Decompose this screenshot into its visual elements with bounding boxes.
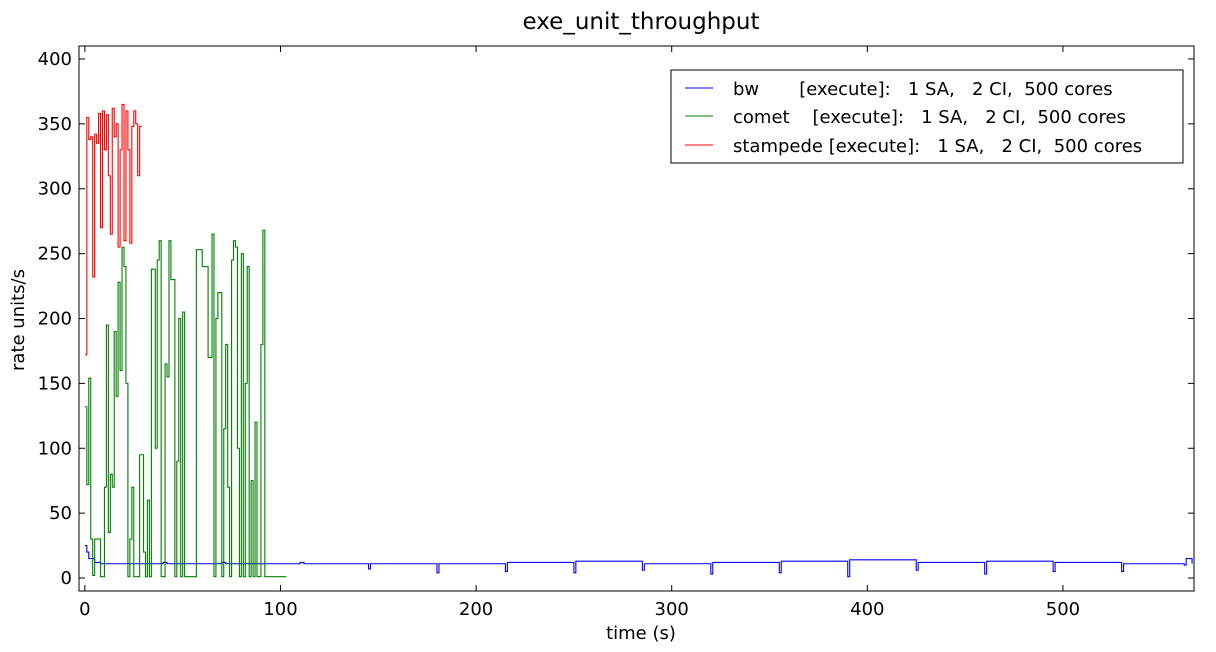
series-line-comet (84, 229, 287, 578)
legend-label-comet: comet [execute]: 1 SA, 2 CI, 500 cores (733, 107, 1126, 128)
x-tick-label: 200 (459, 599, 493, 620)
series-line-bw (84, 545, 1193, 578)
chart-title: exe_unit_throughput (523, 9, 760, 35)
y-tick-label: 250 (38, 244, 72, 265)
x-tick-label: 300 (655, 599, 689, 620)
y-tick-label: 400 (38, 49, 72, 70)
y-tick-label: 0 (61, 568, 72, 589)
y-tick-label: 300 (38, 179, 72, 200)
x-tick-label: 0 (79, 599, 90, 620)
x-tick-label: 100 (263, 599, 297, 620)
series-layer (84, 103, 1193, 578)
legend-label-bw: bw [execute]: 1 SA, 2 CI, 500 cores (733, 79, 1113, 100)
y-axis-label: rate units/s (8, 269, 29, 371)
x-tick-label: 500 (1046, 599, 1080, 620)
legend: bw [execute]: 1 SA, 2 CI, 500 cores come… (670, 69, 1184, 164)
x-tick-label: 400 (850, 599, 884, 620)
y-tick-label: 50 (49, 503, 72, 524)
y-tick-label: 350 (38, 114, 72, 135)
legend-label-stampede: stampede [execute]: 1 SA, 2 CI, 500 core… (733, 136, 1142, 157)
x-axis-label: time (s) (606, 623, 676, 644)
y-tick-label: 200 (38, 309, 72, 330)
y-tick-label: 150 (38, 373, 72, 394)
series-line-stampede (84, 103, 142, 356)
ticks-layer: 0 100 200 300 400 500 0 50 100 150 200 250 300 350 400 (38, 46, 1194, 620)
legend-box (670, 69, 1184, 164)
y-tick-label: 100 (38, 438, 72, 459)
